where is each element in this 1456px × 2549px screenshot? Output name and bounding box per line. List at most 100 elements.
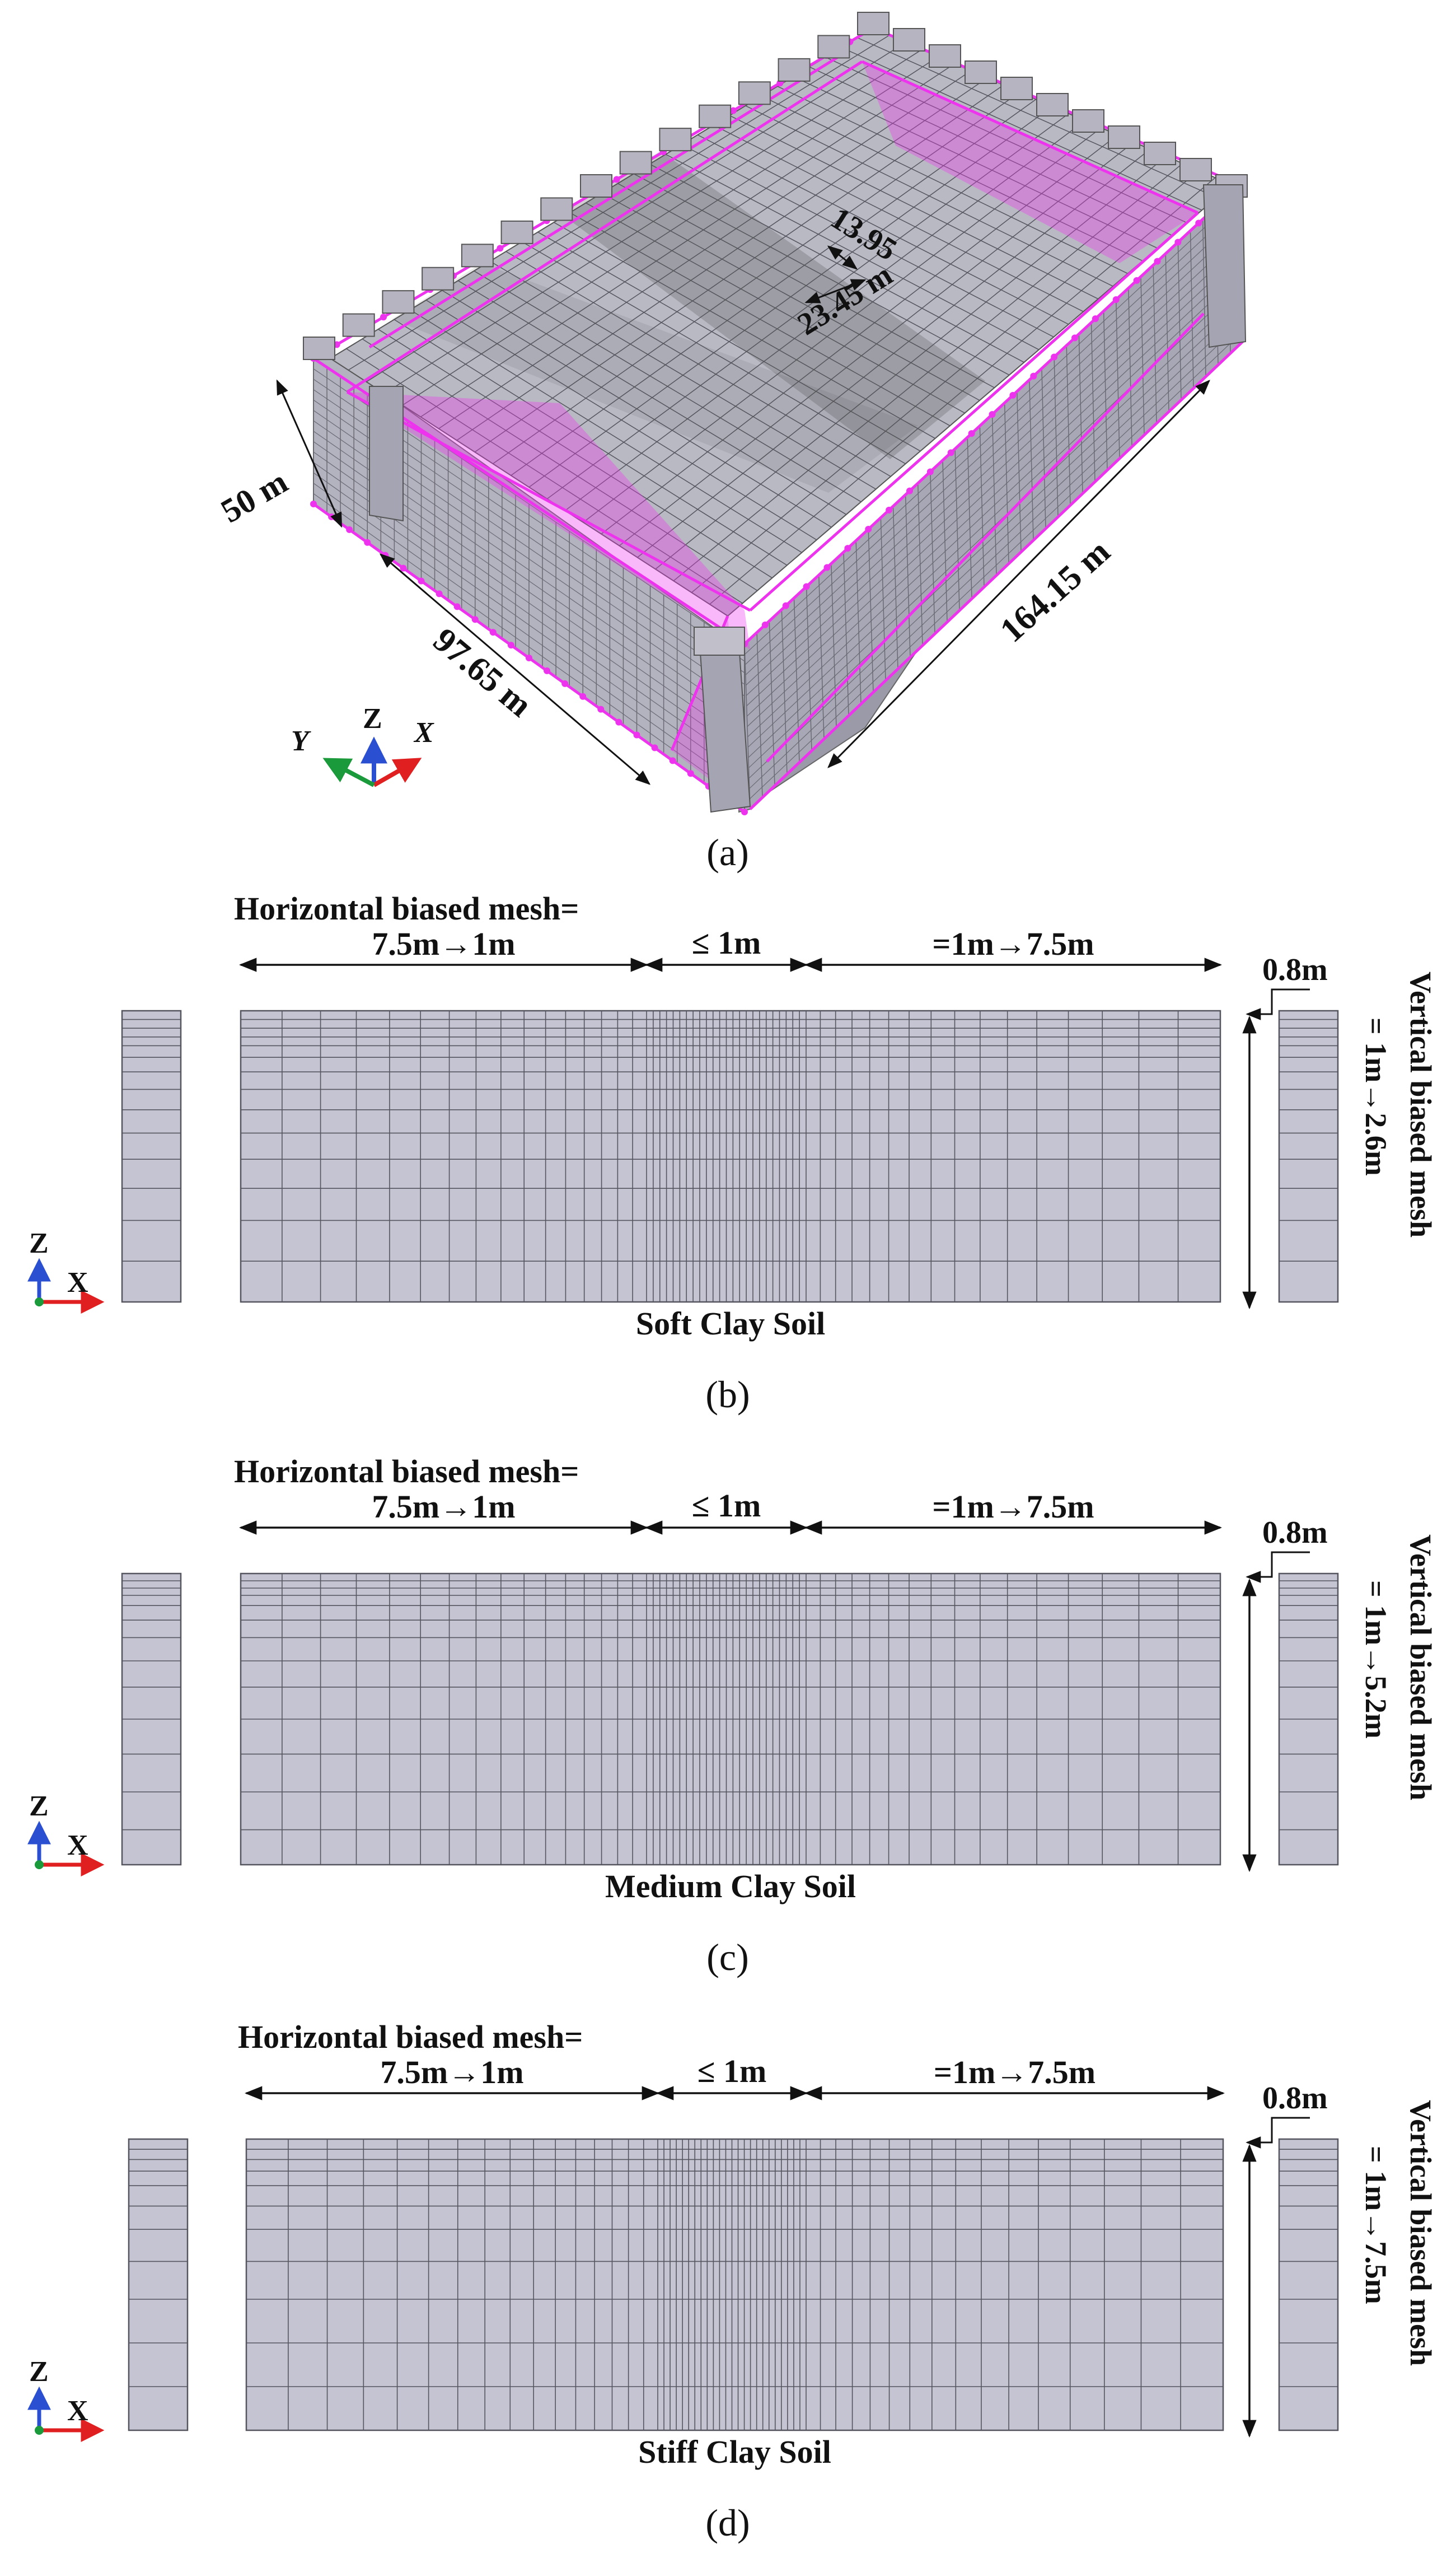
axis-triad-3d: Z X Y [291,703,434,787]
mesh-title: Horizontal biased mesh= [234,1453,579,1490]
top-layer-label: 0.8m [1262,953,1328,987]
dim-label-depth: 50 m [215,463,294,530]
column-cap [619,151,652,175]
frame-node [526,655,532,661]
vertical-mesh-label-1: Vertical biased mesh [1404,1534,1438,1800]
frame-fan [862,62,1198,263]
axis-x-label: X [413,717,434,749]
slab-mesh-line [366,41,906,382]
column-cap [1179,158,1212,181]
frame-node [453,603,461,610]
caption-c: (c) [706,1936,748,1978]
frame-node [844,545,851,552]
frame-node [436,590,443,597]
soil-label: Soft Clay Soil [636,1305,825,1342]
column-cap [1144,142,1176,165]
axis-y-label: Y [291,725,311,757]
soil-label: Stiff Clay Soil [638,2434,831,2470]
mesh-title: Horizontal biased mesh= [238,2019,583,2055]
axis-z-label: Z [29,1227,49,1259]
frame-node [400,564,407,572]
column-cap [580,174,612,198]
mesh-strip-left [121,1010,182,1303]
column-cap [699,104,732,128]
slab-mesh-line [528,106,1053,488]
slab-mesh-line [474,85,1004,452]
frame-node [906,487,913,494]
vertical-mesh-label-1: Vertical biased mesh [1404,972,1438,1238]
column-cap [303,337,335,360]
vertical-mesh-label-2: = 1m→5.2m [1359,1580,1393,1739]
dim-arrow-inner-1 [827,245,858,270]
panel-c: Horizontal biased mesh=7.5m→1m ≤ 1m =1m→7.… [27,1453,1438,1978]
frame-node [418,577,425,585]
dim-label-mid: ≤ 1m [697,2053,767,2089]
frame-node [1195,220,1202,227]
frame-node [1174,239,1182,246]
frame-node [989,411,996,418]
frame-node [310,501,317,507]
corner-columns [303,12,1248,813]
frame-node [380,314,387,321]
frame-node [1154,258,1161,265]
frame-node [1051,353,1058,361]
front-corner-cap [694,627,745,656]
frame-node [947,449,954,456]
slab-dense-band-2 [392,263,918,493]
frame-node [741,809,748,815]
vertical-mesh-label-2: = 1m→7.5m [1359,2146,1393,2304]
mesh-strip-right [1278,1010,1339,1303]
slab-mesh-line [402,56,939,406]
frame-node [613,176,620,183]
frame-line [346,60,863,394]
dim-label-mid: ≤ 1m [692,925,761,961]
caption-b: (b) [705,1373,750,1416]
frame-node [1009,391,1017,399]
frame-node [761,621,769,628]
frame-node [730,107,737,114]
column-cap [342,313,375,337]
slab-mesh-line [673,163,1183,581]
slab-mesh-line [420,63,955,418]
frame-node [544,667,551,674]
frame-node [328,513,335,520]
frame-node [1092,315,1099,323]
dim-arrow-length [827,380,1210,768]
column-cap [659,128,692,152]
mesh-panels: Horizontal biased mesh=7.5m→1m ≤ 1m =1m→7.… [27,890,1438,2544]
dim-label-left: 7.5m→1m [372,1488,515,1525]
frame-node [687,770,694,777]
frame-node [782,602,789,609]
slab-mesh-line [601,134,1118,535]
axis-z-label: Z [363,703,382,735]
frame-node [926,468,934,475]
mesh-title: Horizontal biased mesh= [234,890,579,927]
column-cap [382,290,415,314]
slab-mesh-line [655,156,1167,569]
frame-node [346,526,353,533]
mesh-strip-left [128,2138,189,2431]
frame-line [346,390,751,612]
panel-d: Horizontal biased mesh=7.5m→1m ≤ 1m =1m→7.… [27,2019,1438,2544]
frame-node [865,526,872,533]
frame-node [471,616,479,623]
slab-mesh-line [565,120,1085,511]
frame-node [489,629,497,636]
column-cap [1072,109,1104,133]
column-cap [738,81,771,105]
column-cap [893,28,925,52]
dim-arrow-inner-2 [804,279,867,304]
dim-label-mid: ≤ 1m [692,1487,761,1524]
soil-label: Medium Clay Soil [605,1868,856,1904]
frame-node [497,245,504,252]
panel-b: Horizontal biased mesh=7.5m→1m ≤ 1m =1m→7.… [27,890,1438,1416]
axis-x-label: X [67,2395,88,2427]
dim-label-right: =1m→7.5m [932,1488,1094,1525]
slab-mesh-line [546,113,1069,499]
slab-mesh-line [511,99,1037,476]
dim-arrow-width [379,553,651,785]
column-cap [1108,125,1140,149]
axis-origin [35,2426,44,2435]
frame-node [968,430,975,437]
